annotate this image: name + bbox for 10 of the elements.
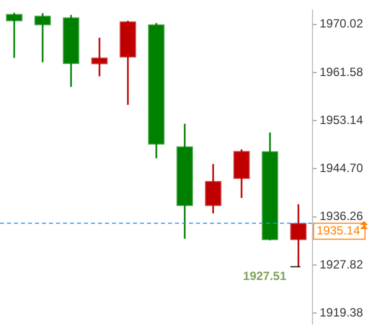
y-tick-label: 1961.58: [320, 64, 364, 79]
annotation: 1927.51: [243, 269, 287, 284]
y-tick-label: 1944.70: [320, 161, 364, 176]
y-tick-label: 1927.82: [320, 257, 364, 272]
ref-line-label: 1935.14: [316, 224, 360, 238]
y-tick-label: 1919.38: [320, 305, 364, 320]
y-tick-label: 1936.26: [320, 209, 364, 224]
candlestick: [91, 38, 108, 76]
y-tick-label: 1953.14: [320, 112, 364, 127]
y-tick-label: 1970.02: [320, 16, 364, 31]
